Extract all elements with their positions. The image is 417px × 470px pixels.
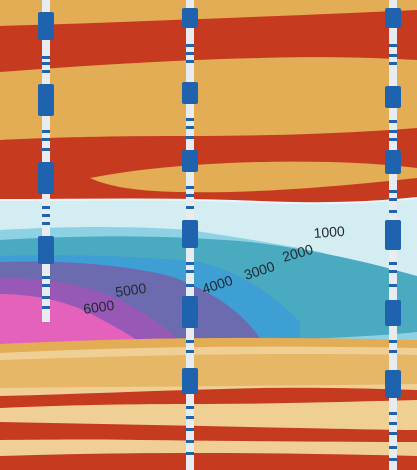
well-right-collar	[389, 270, 397, 273]
well-center-collar	[186, 44, 194, 47]
upper-red-streak	[0, 37, 417, 56]
well-left-casing-segment	[38, 236, 54, 264]
well-left-collar	[42, 138, 50, 141]
well-left-collar	[42, 56, 50, 59]
well-center-collar	[186, 284, 194, 287]
well-right-casing-segment	[385, 8, 401, 28]
well-center-collar	[186, 60, 194, 63]
well-center-collar	[186, 262, 194, 265]
wells	[38, 0, 401, 470]
well-center-collar	[186, 136, 194, 139]
well-right-collar	[389, 138, 397, 141]
well-left-collar	[42, 222, 50, 225]
upper-strata	[0, 0, 417, 215]
well-left-pipe	[42, 0, 50, 322]
well-right	[385, 0, 401, 470]
well-left-collar	[42, 70, 50, 73]
well-left-collar	[42, 148, 50, 151]
well-center-collar	[186, 350, 194, 353]
well-right-casing-segment	[385, 300, 401, 326]
well-left-casing-segment	[38, 162, 54, 194]
well-right-collar	[389, 262, 397, 265]
well-right-collar	[389, 432, 397, 435]
well-right-casing-segment	[385, 150, 401, 174]
well-center-casing-segment	[182, 220, 198, 248]
well-left-casing-segment	[38, 12, 54, 40]
lower-red-base	[0, 453, 417, 470]
well-center-collar	[186, 340, 194, 343]
upper-tan-lens	[90, 161, 417, 193]
well-right-collar	[389, 340, 397, 343]
lower-red-streak-1	[0, 387, 417, 408]
well-right-collar	[389, 120, 397, 123]
well-right-collar	[389, 198, 397, 201]
well-right-collar	[389, 350, 397, 353]
well-right-collar	[389, 62, 397, 65]
well-center-collar	[186, 270, 194, 273]
well-right-collar	[389, 458, 397, 461]
well-right-casing-segment	[385, 220, 401, 250]
well-right-collar	[389, 446, 397, 449]
well-center-collar	[186, 118, 194, 121]
well-right-collar	[389, 54, 397, 57]
upper-tan-band-2	[0, 57, 417, 141]
well-center-collar	[186, 406, 194, 409]
contour-zone	[0, 197, 417, 352]
well-center	[182, 0, 198, 470]
well-center-collar	[186, 428, 194, 431]
well-right-collar	[389, 412, 397, 415]
well-center-collar	[186, 206, 194, 209]
well-center-collar	[186, 126, 194, 129]
lower-upper-boundary	[0, 337, 417, 353]
well-right-collar	[389, 44, 397, 47]
contour-label-5000: 5000	[114, 280, 147, 300]
well-center-casing-segment	[182, 368, 198, 394]
well-left	[38, 0, 54, 322]
zone-magenta	[0, 294, 145, 346]
well-left-collar	[42, 284, 50, 287]
well-center-casing-segment	[182, 8, 198, 28]
well-center-casing-segment	[182, 296, 198, 328]
well-left-collar	[42, 296, 50, 299]
well-left-collar	[42, 306, 50, 309]
contour-label-6000: 6000	[82, 297, 115, 317]
contour-label-1000: 1000	[313, 223, 345, 241]
well-left-collar	[42, 130, 50, 133]
well-left-casing-segment	[38, 84, 54, 116]
well-center-collar	[186, 416, 194, 419]
well-center-casing-segment	[182, 82, 198, 104]
well-center-collar	[186, 52, 194, 55]
well-right-casing-segment	[385, 86, 401, 108]
well-right-collar	[389, 422, 397, 425]
lower-tan-band	[0, 353, 417, 388]
well-right-collar	[389, 130, 397, 133]
lower-strata	[0, 337, 417, 470]
well-right-collar	[389, 190, 397, 193]
well-center-casing-segment	[182, 150, 198, 172]
contour-top-edge	[0, 197, 417, 205]
well-left-collar	[42, 214, 50, 217]
well-left-collar	[42, 62, 50, 65]
well-right-collar	[389, 210, 397, 213]
well-right-collar	[389, 284, 397, 287]
well-center-collar	[186, 186, 194, 189]
well-right-casing-segment	[385, 370, 401, 398]
well-center-collar	[186, 452, 194, 455]
lower-red-streak-2	[0, 422, 417, 442]
well-left-collar	[42, 206, 50, 209]
well-left-collar	[42, 276, 50, 279]
upper-tan-band-1	[0, 0, 417, 26]
well-center-collar	[186, 194, 194, 197]
well-center-collar	[186, 440, 194, 443]
